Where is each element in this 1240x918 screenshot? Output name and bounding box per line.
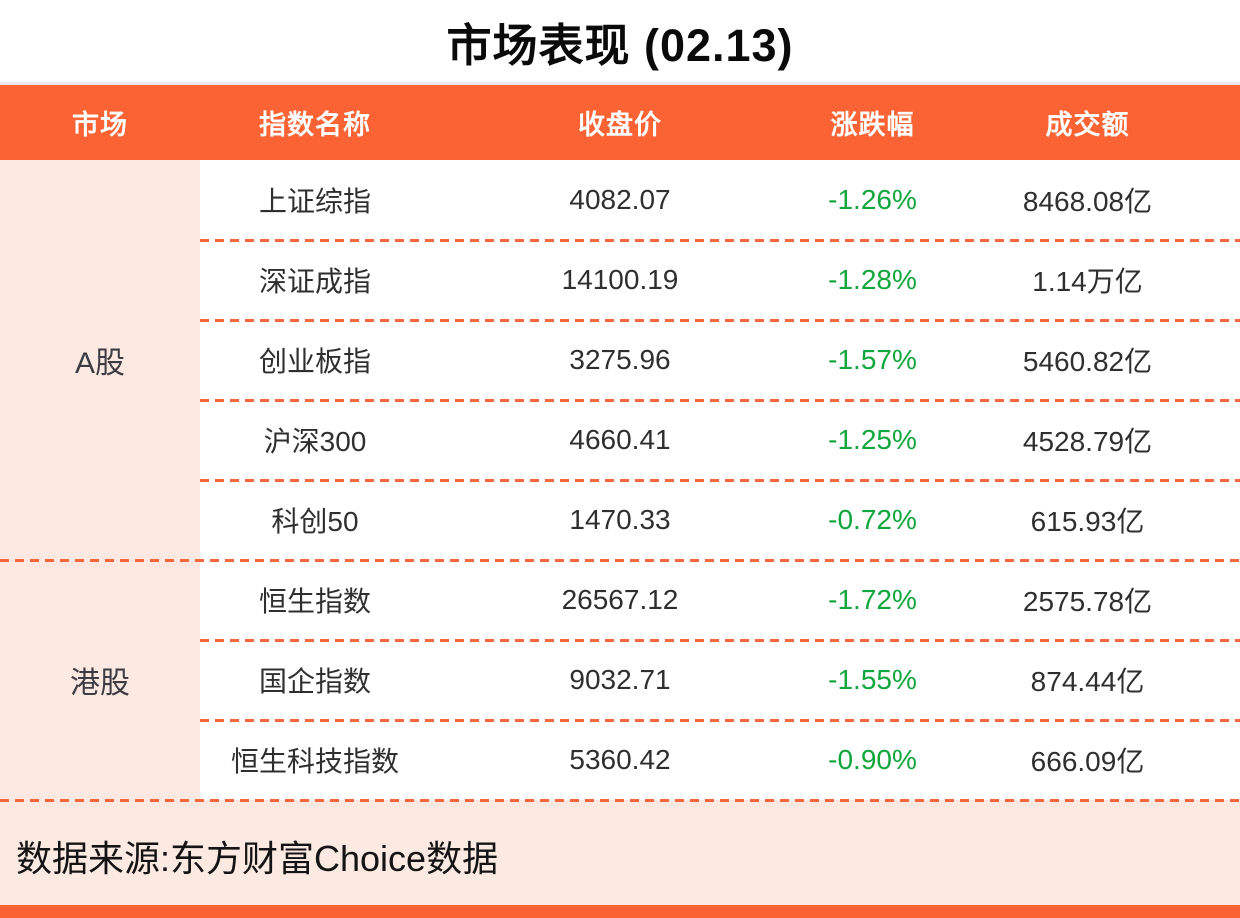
change-percent: -0.90% (828, 744, 917, 775)
index-name: 恒生科技指数 (230, 746, 399, 777)
table-header-row: 市场 指数名称 收盘价 涨跌幅 成交额 (0, 82, 1240, 160)
turnover-value: 2575.78亿 (1022, 586, 1153, 617)
index-name: 上证综指 (258, 186, 371, 217)
section-rows: 上证综指 4082.07 -1.26% 8468.08亿深证成指 14100.19 -1.… (200, 160, 1240, 560)
data-source-text: 数据来源:东方财富Choice数据 (16, 837, 499, 879)
index-name: 恒生指数 (258, 586, 371, 617)
close-price: 14100.19 (561, 264, 679, 295)
turnover-value: 8468.08亿 (1022, 186, 1153, 217)
index-name: 创业板指 (258, 346, 371, 377)
market-section: 港股 恒生指数 26567.12 -1.72% 2575.78亿国企指数 9032.71 -… (0, 560, 1240, 802)
close-price: 9032.71 (569, 664, 671, 695)
change-percent: -1.25% (828, 424, 917, 455)
column-header-market: 市场 (72, 110, 128, 140)
change-percent: -1.26% (828, 184, 917, 215)
close-price: 1470.33 (569, 504, 671, 535)
close-price: 4660.41 (569, 424, 671, 455)
table-row: 沪深300 4660.41 -1.25% 4528.79亿 (200, 400, 1240, 482)
bottom-accent-bar (0, 905, 1240, 918)
close-price: 4082.07 (569, 184, 671, 215)
turnover-value: 5460.82亿 (1022, 346, 1153, 377)
column-header-change: 涨跌幅 (830, 110, 915, 140)
index-name: 国企指数 (258, 666, 371, 697)
turnover-value: 1.14万亿 (1032, 266, 1143, 297)
index-name: 科创50 (271, 506, 359, 537)
market-section: A股 上证综指 4082.07 -1.26% 8468.08亿深证成指 14100.19 -… (0, 160, 1240, 562)
footer: 数据来源:东方财富Choice数据 (0, 800, 1240, 905)
column-header-index: 指数名称 (259, 110, 371, 140)
table-row: 上证综指 4082.07 -1.26% 8468.08亿 (200, 160, 1240, 242)
turnover-value: 874.44亿 (1030, 666, 1145, 697)
turnover-value: 4528.79亿 (1022, 426, 1153, 457)
column-header-turnover: 成交额 (1045, 110, 1130, 140)
change-percent: -1.55% (828, 664, 917, 695)
close-price: 26567.12 (561, 584, 679, 615)
turnover-value: 666.09亿 (1030, 746, 1145, 777)
table-row: 恒生指数 26567.12 -1.72% 2575.78亿 (200, 560, 1240, 642)
title-bar: 市场表现 (02.13) (0, 0, 1240, 82)
index-name: 深证成指 (258, 266, 371, 297)
change-percent: -0.72% (828, 504, 917, 535)
table-row: 恒生科技指数 5360.42 -0.90% 666.09亿 (200, 720, 1240, 800)
table-row: 创业板指 3275.96 -1.57% 5460.82亿 (200, 320, 1240, 402)
change-percent: -1.72% (828, 584, 917, 615)
turnover-value: 615.93亿 (1030, 506, 1145, 537)
close-price: 5360.42 (569, 744, 671, 775)
column-header-close: 收盘价 (578, 110, 662, 140)
close-price: 3275.96 (569, 344, 671, 375)
page-title: 市场表现 (02.13) (446, 19, 794, 71)
index-name: 沪深300 (263, 426, 367, 457)
table-body: A股 上证综指 4082.07 -1.26% 8468.08亿深证成指 14100.19 -… (0, 160, 1240, 802)
market-label: A股 (0, 160, 200, 560)
table-row: 科创50 1470.33 -0.72% 615.93亿 (200, 480, 1240, 560)
change-percent: -1.28% (828, 264, 917, 295)
table-row: 深证成指 14100.19 -1.28% 1.14万亿 (200, 240, 1240, 322)
section-rows: 恒生指数 26567.12 -1.72% 2575.78亿国企指数 9032.71 -1.… (200, 560, 1240, 800)
market-label: 港股 (0, 560, 200, 800)
change-percent: -1.57% (828, 344, 917, 375)
table-row: 国企指数 9032.71 -1.55% 874.44亿 (200, 640, 1240, 722)
